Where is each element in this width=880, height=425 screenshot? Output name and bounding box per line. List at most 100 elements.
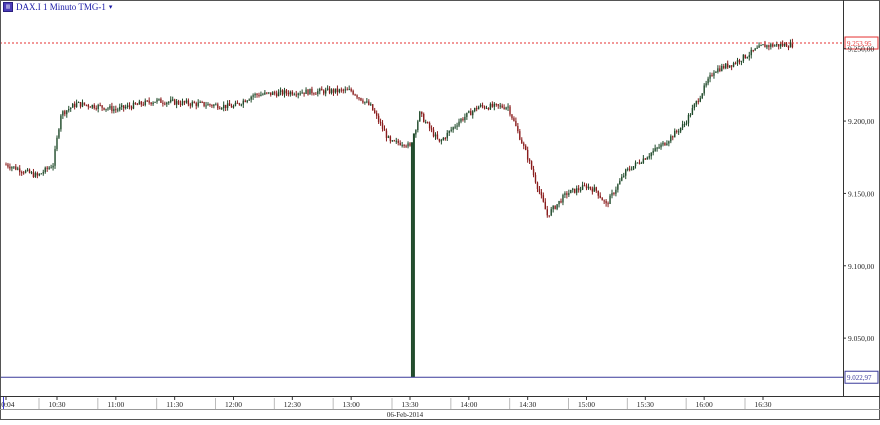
candle [544, 198, 547, 210]
candle [603, 199, 605, 204]
candle [568, 189, 570, 197]
candle-body [621, 176, 623, 181]
candle-body [730, 65, 733, 67]
candle [444, 136, 446, 141]
candle-body [456, 125, 458, 127]
candle [317, 88, 319, 97]
candle-body [599, 195, 601, 198]
candle-body [121, 105, 123, 107]
candle-body [81, 102, 84, 107]
candle [354, 93, 356, 96]
candle [701, 93, 703, 100]
candle-body [160, 98, 162, 103]
candle [438, 138, 441, 143]
candle [277, 89, 280, 97]
candle [472, 110, 474, 119]
candle-body [658, 147, 660, 149]
candle [611, 189, 613, 199]
candle-body [140, 101, 143, 105]
candle [677, 128, 680, 135]
candle [81, 99, 84, 108]
candle [560, 198, 562, 204]
candle-body [646, 157, 648, 160]
candle-body [744, 54, 747, 59]
candle-body [93, 104, 95, 109]
candle [360, 97, 362, 102]
candle-body [70, 107, 72, 110]
candle [679, 127, 682, 134]
candle-body [13, 166, 15, 168]
candle [54, 145, 56, 169]
candle [668, 140, 670, 147]
candle-body [542, 195, 545, 202]
candle [750, 47, 752, 59]
candle-body [301, 92, 303, 94]
candle [699, 95, 701, 103]
candle-body [11, 167, 13, 169]
candle [199, 100, 201, 104]
candle-body [764, 44, 766, 48]
candle [525, 144, 527, 151]
chart-header[interactable]: ▥ DAX.I 1 Minuto TMG-1 ▾ [3, 1, 112, 13]
candle [321, 86, 323, 91]
candles-layer [5, 38, 794, 378]
candle [309, 88, 311, 95]
candle-body [171, 99, 174, 101]
candle [297, 92, 299, 99]
candle [323, 89, 325, 96]
candle [501, 103, 503, 109]
candle [546, 205, 548, 218]
candle [415, 129, 417, 138]
candle [523, 141, 525, 150]
candle-body [187, 100, 190, 105]
candle-body [605, 201, 607, 204]
candle-body [228, 103, 231, 106]
candle [75, 99, 78, 108]
candle [211, 104, 213, 109]
chart-window-icon[interactable]: ▥ [3, 2, 13, 12]
candle [760, 44, 762, 47]
candle [62, 110, 64, 119]
candle-body [742, 54, 745, 61]
candle [215, 102, 217, 106]
candle-body [664, 142, 666, 146]
candle [719, 65, 721, 73]
candle-body [401, 144, 403, 146]
candle-body [438, 138, 441, 142]
axis-labels: 9.050,00 9.100,00 9.150,00 9.200,00 9.250,00… [0, 45, 875, 419]
candle-body [783, 43, 786, 46]
candle-body [256, 93, 258, 95]
candle-body [248, 99, 250, 101]
candle-body [15, 166, 17, 170]
candle-body [513, 118, 515, 121]
candle-body [687, 115, 690, 124]
candle [621, 173, 623, 182]
candle [685, 120, 688, 126]
candle [228, 100, 231, 106]
candle-body [158, 98, 160, 100]
candle-body [479, 105, 482, 107]
candle-body [293, 94, 295, 96]
candle-body [550, 209, 552, 216]
candle [515, 117, 517, 127]
dropdown-arrow-icon[interactable]: ▾ [108, 3, 113, 11]
candle [107, 107, 109, 111]
candle [344, 86, 346, 94]
candle [736, 57, 739, 66]
candle-body [570, 189, 572, 194]
candle-body [421, 111, 423, 115]
candle [138, 99, 141, 105]
candle-body [270, 92, 272, 95]
candle [242, 98, 244, 108]
candle-body [540, 192, 543, 196]
candle-body [740, 60, 743, 62]
x-tick-label: 12:00 [225, 400, 242, 409]
candle-body [162, 102, 164, 104]
candle-body [58, 129, 60, 138]
candle-body [250, 96, 252, 100]
candle-body [50, 167, 52, 169]
candle-body [458, 121, 460, 126]
candle-body [40, 173, 43, 175]
candle [491, 101, 494, 108]
candle [13, 166, 15, 169]
